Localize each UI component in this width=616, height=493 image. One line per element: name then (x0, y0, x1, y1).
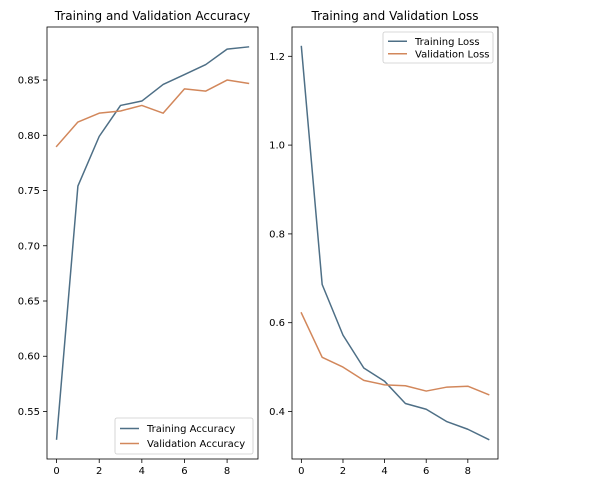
chart-0-title: Training and Validation Accuracy (54, 9, 250, 23)
chart-0-xtick-label: 6 (181, 466, 187, 477)
chart-0-legend-box (114, 417, 254, 455)
chart-0-xtick-label: 0 (53, 466, 59, 477)
chart-0-series-1-line (55, 79, 250, 148)
chart-1-ytick-label: 1.0 (269, 141, 285, 152)
chart-1-ytick-label: 0.6 (269, 318, 285, 329)
chart-1-ytick-label: 0.4 (269, 407, 285, 418)
chart-0-legend-label-1: Validation Accuracy (147, 439, 245, 450)
chart-0-xtick-label: 2 (96, 466, 102, 477)
chart-0-ytick-label: 0.80 (18, 131, 40, 142)
chart-1-xtick-label: 8 (465, 466, 471, 477)
chart-0-ytick-label: 0.60 (18, 352, 40, 363)
chart-1-series-0-line (300, 45, 490, 441)
chart-1-xtick-label: 6 (423, 466, 429, 477)
chart-1-legend-label-1: Validation Loss (415, 49, 490, 60)
chart-0-legend-label-0: Training Accuracy (146, 424, 235, 435)
chart-0-xtick-label: 4 (139, 466, 145, 477)
chart-0-ytick-label: 0.55 (18, 407, 40, 418)
chart-1-series-1-line (300, 311, 490, 396)
chart-0-ytick-label: 0.85 (18, 76, 40, 87)
chart-1: Training and Validation Loss 0 2 4 6 8 0.4 0.6 0… (269, 9, 499, 477)
chart-1-legend-label-0: Training Loss (414, 37, 480, 48)
chart-0-ytick-label: 0.65 (18, 297, 40, 308)
chart-0-series-0-line (55, 46, 250, 440)
chart-1-legend-box (382, 31, 494, 64)
chart-1-ytick-label: 1.2 (269, 52, 285, 63)
chart-0-axes-frame (46, 26, 259, 460)
chart-1-xtick-label: 0 (298, 466, 304, 477)
chart-1-ytick-label: 0.8 (269, 229, 285, 240)
chart-0-legend: Training Accuracy Validation Accuracy (114, 417, 254, 455)
chart-0-ytick-label: 0.75 (18, 186, 40, 197)
chart-1-xtick-label: 2 (340, 466, 346, 477)
chart-0-ytick-label: 0.70 (18, 241, 40, 252)
chart-1-title: Training and Validation Loss (311, 9, 479, 23)
chart-0-xtick-label: 8 (224, 466, 230, 477)
chart-1-xtick-label: 4 (381, 466, 387, 477)
chart-1-axes-frame (291, 26, 499, 460)
chart-0: Training and Validation Accuracy 0 2 4 6 8 0.5… (18, 9, 259, 477)
